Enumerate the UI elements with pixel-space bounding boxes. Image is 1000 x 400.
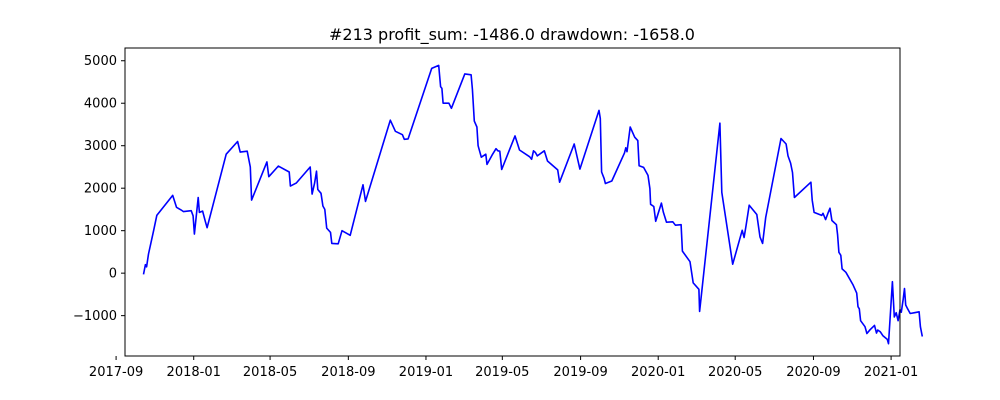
y-tick-label-6: 5000 <box>84 54 117 69</box>
x-tick-label-8: 2020-05 <box>708 365 762 380</box>
y-tick-label-1: 0 <box>109 267 117 282</box>
x-tick-label-0: 2017-09 <box>89 365 143 380</box>
y-axis-ticks: −1000 0 1000 2000 3000 4000 5000 <box>73 54 125 324</box>
x-tick-label-9: 2020-09 <box>786 365 840 380</box>
x-tick-label-3: 2018-09 <box>321 365 375 380</box>
x-tick-label-4: 2019-01 <box>399 365 453 380</box>
x-tick-label-2: 2018-05 <box>243 365 297 380</box>
y-tick-label-2: 1000 <box>84 224 117 239</box>
y-tick-label-0: −1000 <box>73 309 117 324</box>
y-tick-label-5: 4000 <box>84 97 117 112</box>
series-layer <box>142 64 924 345</box>
chart-title: #213 profit_sum: -1486.0 drawdown: -1658… <box>329 25 695 45</box>
y-tick-label-4: 3000 <box>84 139 117 154</box>
y-tick-label-3: 2000 <box>84 182 117 197</box>
x-tick-label-6: 2019-09 <box>553 365 607 380</box>
x-tick-label-7: 2020-01 <box>631 365 685 380</box>
x-tick-label-1: 2018-01 <box>167 365 221 380</box>
x-axis-ticks: 2017-09 2018-01 2018-05 2018-09 2019-01 2019-… <box>89 356 918 380</box>
x-tick-label-10: 2021-01 <box>864 365 918 380</box>
series-line-0 <box>142 64 924 345</box>
plot-frame <box>124 47 901 357</box>
x-tick-label-5: 2019-05 <box>475 365 529 380</box>
